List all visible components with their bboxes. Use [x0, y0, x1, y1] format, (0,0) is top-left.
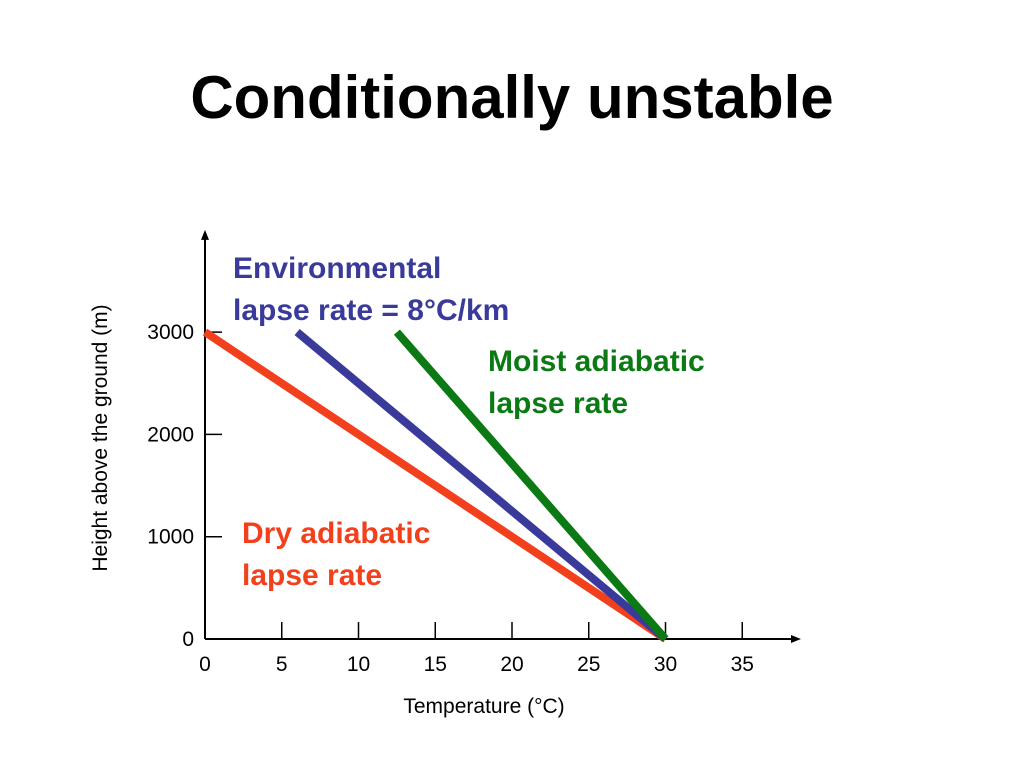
x-tick-label: 25 [577, 653, 600, 676]
x-tick-label: 30 [654, 653, 677, 676]
y-tick-label: 3000 [147, 321, 194, 344]
annotation-dry: Dry adiabatic lapse rate [242, 517, 430, 592]
slide-title: Conditionally unstable [190, 64, 834, 131]
series-line-dry [202, 328, 668, 643]
x-axis-ticks: 0 5 10 15 20 25 30 35 [199, 622, 754, 676]
y-axis-label: Height above the ground (m) [89, 304, 112, 571]
x-tick-label: 35 [731, 653, 754, 676]
annotation-moist: Moist adiabatic lapse rate [488, 345, 705, 420]
y-axis-ticks: 0 1000 2000 3000 [147, 321, 222, 651]
y-tick-label: 0 [182, 628, 194, 651]
x-tick-label: 0 [199, 653, 211, 676]
annotation-dry-line: Dry adiabatic [242, 517, 430, 550]
series-line-env [294, 329, 669, 643]
annotation-env-line: lapse rate = 8°C/km [233, 294, 509, 327]
x-tick-label: 20 [500, 653, 523, 676]
series-line-moist [393, 329, 669, 642]
annotation-dry-line: lapse rate [242, 559, 382, 592]
y-tick-label: 1000 [147, 526, 194, 549]
y-tick-label: 2000 [147, 423, 194, 446]
x-axis-label: Temperature (°C) [403, 695, 564, 718]
axes [201, 229, 801, 643]
annotation-moist-line: lapse rate [488, 387, 628, 420]
x-tick-label: 15 [424, 653, 447, 676]
x-tick-label: 10 [347, 653, 370, 676]
x-tick-label: 5 [276, 653, 288, 676]
series-lines [202, 328, 669, 643]
series-annotations: Dry adiabatic lapse rate Environmental laps… [233, 252, 705, 592]
annotation-moist-line: Moist adiabatic [488, 345, 705, 378]
annotation-env: Environmental lapse rate = 8°C/km [233, 252, 509, 327]
annotation-env-line: Environmental [233, 252, 441, 285]
